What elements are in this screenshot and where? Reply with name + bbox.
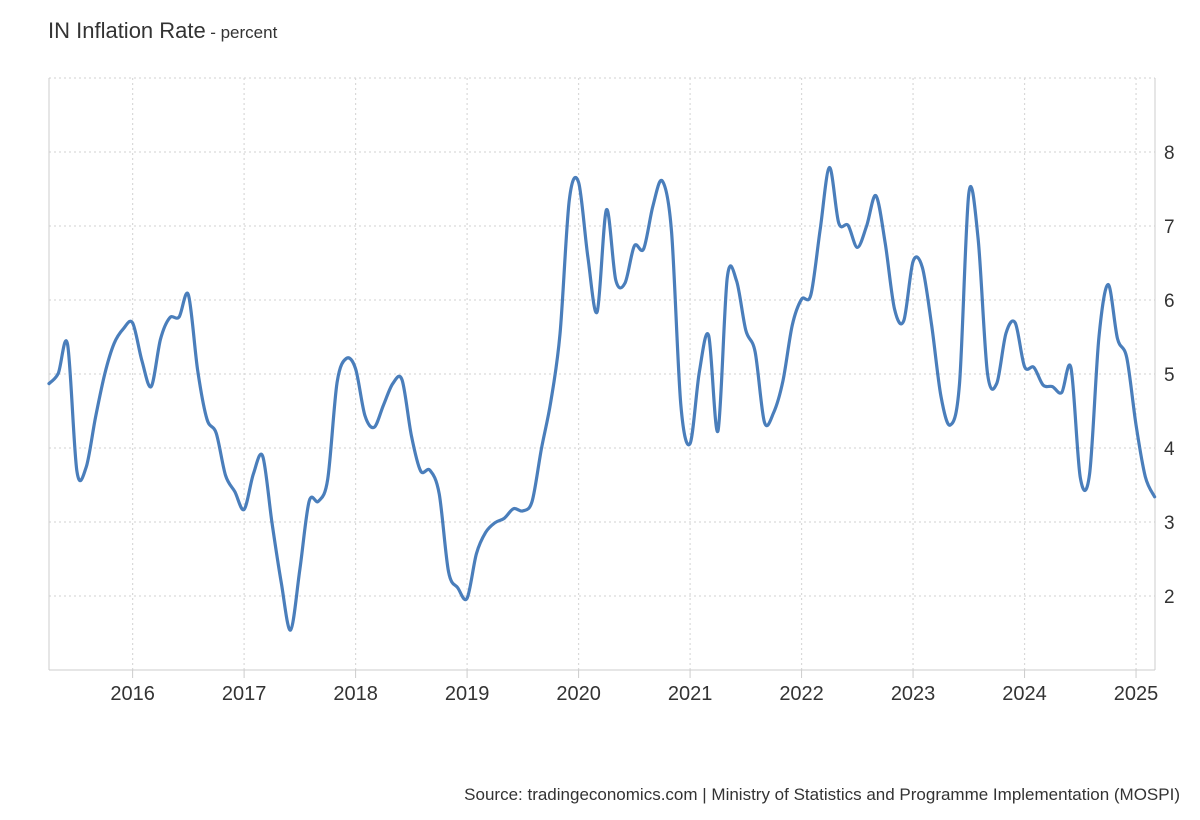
x-tick-label: 2023	[891, 683, 936, 705]
y-tick-label: 7	[1164, 217, 1175, 238]
y-tick-label: 3	[1164, 513, 1175, 534]
y-tick-label: 5	[1164, 365, 1175, 386]
grid-layer	[49, 77, 1155, 670]
x-tick-label: 2021	[668, 683, 713, 705]
y-tick-label: 8	[1164, 143, 1175, 164]
x-tick-label: 2016	[110, 683, 155, 705]
source-note: Source: tradingeconomics.com | Ministry …	[464, 785, 1180, 804]
x-tick-label: 2017	[222, 683, 267, 705]
chart-title: IN Inflation Rate	[48, 18, 206, 43]
inflation-series-line	[47, 165, 1157, 632]
y-tick-label: 2	[1164, 587, 1175, 608]
x-tick-label: 2019	[445, 683, 490, 705]
x-tick-label: 2018	[333, 683, 378, 705]
tick-label-layer: 2 3 4 5 6 7 8 2016 2017 2018 2019 2020 2021 2022 2023 2…	[110, 143, 1175, 705]
x-tick-label: 2025	[1114, 683, 1159, 705]
x-tick-label: 2024	[1002, 683, 1047, 705]
inflation-chart: 2 3 4 5 6 7 8 2016 2017 2018 2019 2020 2021 2022 2023 2…	[47, 77, 1175, 705]
chart-unit: - percent	[210, 23, 278, 42]
axis-layer	[48, 78, 1156, 678]
x-tick-label: 2020	[556, 683, 601, 705]
y-tick-label: 4	[1164, 439, 1175, 460]
x-tick-label: 2022	[779, 683, 824, 705]
series-layer	[47, 165, 1157, 632]
chart-title-block: IN Inflation Rate - percent	[48, 18, 277, 44]
y-tick-label: 6	[1164, 291, 1175, 312]
